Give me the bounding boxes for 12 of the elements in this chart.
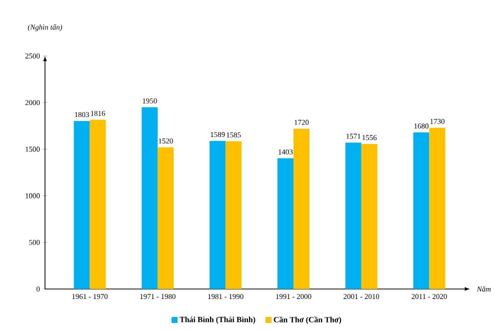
- bar: [277, 158, 294, 289]
- bar: [361, 144, 378, 289]
- bar: [345, 142, 362, 289]
- bar: [142, 107, 158, 289]
- bar: [413, 132, 430, 289]
- bar: [90, 120, 106, 289]
- bar: [226, 141, 242, 289]
- bar: [74, 120, 90, 289]
- bar: [293, 128, 310, 289]
- bar: [158, 147, 174, 289]
- bar: [210, 140, 226, 289]
- bar: [429, 128, 446, 289]
